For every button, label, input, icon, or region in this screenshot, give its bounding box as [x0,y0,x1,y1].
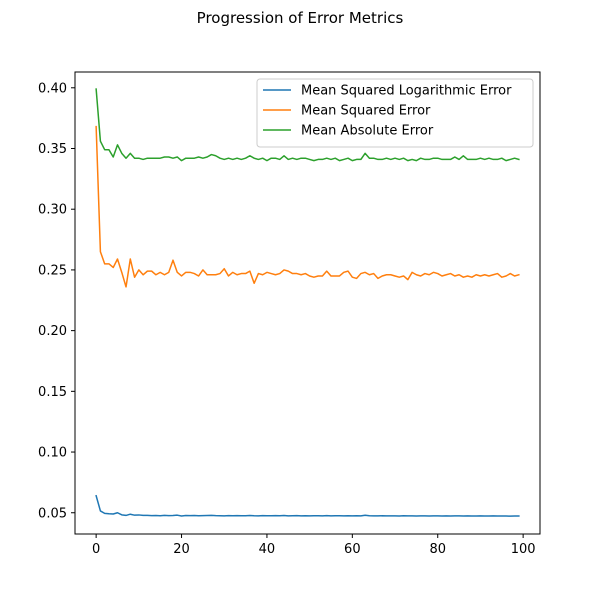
series-line-mean-squared-logarithmic-error [95,494,520,517]
x-tick-label: 100 [511,542,536,557]
legend: Mean Squared Logarithmic Error Mean Squar… [256,78,534,148]
legend-label: Mean Absolute Error [301,124,434,139]
y-axis: 0.05 0.10 0.15 0.20 0.25 0.30 0.35 0.40 [38,81,75,521]
plot-area: 0 20 40 60 80 100 0.05 0.10 0.15 0.20 0.25 0.30 0.3… [38,71,541,557]
y-tick-label: 0.15 [38,385,67,400]
y-tick-label: 0.05 [38,506,67,521]
legend-label: Mean Squared Logarithmic Error [301,84,512,99]
x-tick-label: 80 [429,542,446,557]
series-line-mean-absolute-error [95,88,520,162]
y-tick-label: 0.40 [38,81,67,96]
series-lines [95,88,520,517]
x-tick-label: 60 [344,542,361,557]
y-tick-label: 0.25 [38,263,67,278]
series-line-mean-squared-error [95,125,520,288]
y-tick-label: 0.30 [38,203,67,218]
legend-label: Mean Squared Error [301,104,431,119]
y-tick-label: 0.35 [38,142,67,157]
x-tick-label: 0 [92,542,100,557]
legend-box [256,78,534,148]
x-tick-label: 40 [259,542,276,557]
x-tick-label: 20 [173,542,190,557]
x-axis: 0 20 40 60 80 100 [92,534,536,557]
chart-title: Progression of Error Metrics [197,9,404,27]
axes-frame [74,71,541,535]
y-tick-label: 0.20 [38,324,67,339]
y-tick-label: 0.10 [38,446,67,461]
